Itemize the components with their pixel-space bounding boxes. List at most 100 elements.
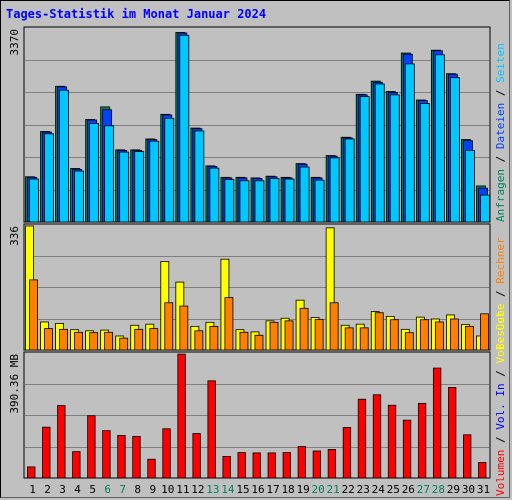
legend-anfragen: Anfragen	[494, 169, 507, 222]
bar-rechner-29	[450, 318, 459, 351]
ylabel-max-middle: 336	[8, 226, 21, 246]
xtick-8: 8	[134, 483, 141, 496]
bar-seiten-16	[254, 180, 265, 223]
bar-seiten-2	[44, 133, 54, 223]
bar-rechner-14	[224, 297, 234, 351]
bar-rechner-21	[329, 302, 339, 351]
bar-seiten-28	[434, 54, 445, 223]
legend-rechner: Rechner	[494, 237, 507, 284]
legend-bottom-separator: /	[494, 364, 507, 384]
xtick-18: 18	[281, 483, 294, 496]
bar-volumen-14	[222, 455, 231, 479]
bar-rechner-3	[59, 328, 68, 351]
bar-seiten-9	[149, 140, 160, 223]
xtick-1: 1	[29, 483, 36, 496]
xtick-23: 23	[357, 483, 370, 496]
bar-rechner-24	[374, 312, 384, 351]
bar-rechner-16	[254, 334, 264, 351]
xtick-22: 22	[342, 483, 355, 496]
bar-volumen-24	[372, 394, 382, 479]
bar-volumen-5	[87, 415, 96, 479]
bar-seiten-29	[450, 77, 460, 223]
bar-seiten-5	[89, 123, 100, 223]
ylabel-max-bottom: 390.36 MB	[8, 354, 21, 414]
bar-volumen-30	[463, 434, 472, 479]
legend-bottom: Volumen / Vol. In / Vol. Out	[494, 311, 507, 496]
bar-rechner-15	[239, 331, 249, 351]
bar-volumen-9	[147, 458, 156, 479]
bar-seiten-21	[329, 157, 340, 223]
bar-rechner-4	[74, 331, 83, 351]
xtick-11: 11	[176, 483, 189, 496]
bar-volumen-18	[282, 452, 291, 479]
bar-rechner-5	[89, 332, 99, 351]
bar-seiten-12	[194, 130, 205, 223]
bar-volumen-23	[357, 398, 367, 479]
bar-seiten-13	[209, 167, 220, 223]
legend-top-separator: /	[494, 149, 507, 169]
bar-rechner-22	[344, 327, 354, 351]
xtick-27: 27	[417, 483, 430, 496]
xtick-7: 7	[119, 483, 126, 496]
bar-seiten-20	[314, 179, 325, 223]
bar-volumen-2	[42, 426, 51, 479]
bar-rechner-18	[284, 320, 294, 351]
bar-seiten-6	[104, 125, 115, 223]
bar-rechner-6	[104, 331, 114, 351]
bar-rechner-13	[209, 325, 219, 351]
bar-seiten-7	[119, 151, 130, 223]
bar-rechner-11	[179, 305, 189, 351]
xtick-6: 6	[104, 483, 111, 496]
bar-volumen-8	[132, 435, 141, 479]
bar-volumen-29	[448, 387, 457, 479]
bar-volumen-21	[327, 449, 337, 479]
bar-rechner-1	[29, 279, 38, 351]
bar-rechner-12	[194, 330, 204, 351]
bar-rechner-9	[149, 328, 159, 351]
bar-seiten-3	[59, 89, 69, 223]
bar-volumen-17	[267, 452, 276, 479]
xtick-3: 3	[59, 483, 66, 496]
xtick-2: 2	[44, 483, 51, 496]
bar-volumen-11	[177, 353, 186, 479]
xtick-30: 30	[462, 483, 475, 496]
legend-middle: Besuche / Rechner	[494, 237, 507, 350]
bar-rechner-28	[434, 321, 444, 351]
bar-seiten-14	[224, 179, 235, 223]
xtick-15: 15	[236, 483, 249, 496]
legend-vol-out: Vol. Out	[494, 311, 507, 364]
bar-seiten-17	[269, 178, 280, 223]
xtick-28: 28	[432, 483, 445, 496]
chart-title: Tages-Statistik im Monat Januar 2024	[6, 7, 267, 21]
xtick-17: 17	[266, 483, 279, 496]
bar-seiten-15	[239, 180, 250, 223]
bar-seiten-18	[284, 178, 295, 223]
bar-volumen-1	[27, 466, 36, 479]
xtick-5: 5	[89, 483, 96, 496]
bar-seiten-23	[359, 96, 370, 223]
legend-besuche: Besuche	[494, 304, 507, 350]
bar-rechner-26	[404, 332, 414, 351]
xtick-29: 29	[447, 483, 460, 496]
xtick-19: 19	[296, 483, 309, 496]
bar-seiten-25	[389, 94, 400, 223]
xtick-21: 21	[327, 483, 340, 496]
bar-rechner-19	[299, 307, 309, 351]
bar-volumen-31	[478, 462, 487, 479]
xtick-20: 20	[312, 483, 325, 496]
xtick-16: 16	[251, 483, 264, 496]
bar-seiten-27	[419, 103, 430, 223]
bar-volumen-6	[102, 430, 111, 479]
bar-rechner-7	[119, 337, 129, 351]
bar-volumen-25	[387, 404, 397, 479]
legend-dateien: Dateien	[494, 103, 507, 149]
bar-rechner-20	[314, 318, 324, 351]
bar-volumen-26	[402, 419, 412, 479]
bar-seiten-11	[179, 34, 190, 223]
xtick-4: 4	[74, 483, 81, 496]
xtick-25: 25	[387, 483, 400, 496]
legend-volumen: Volumen	[494, 450, 507, 496]
legend-bottom-separator: /	[494, 430, 507, 450]
bar-volumen-22	[342, 427, 352, 479]
